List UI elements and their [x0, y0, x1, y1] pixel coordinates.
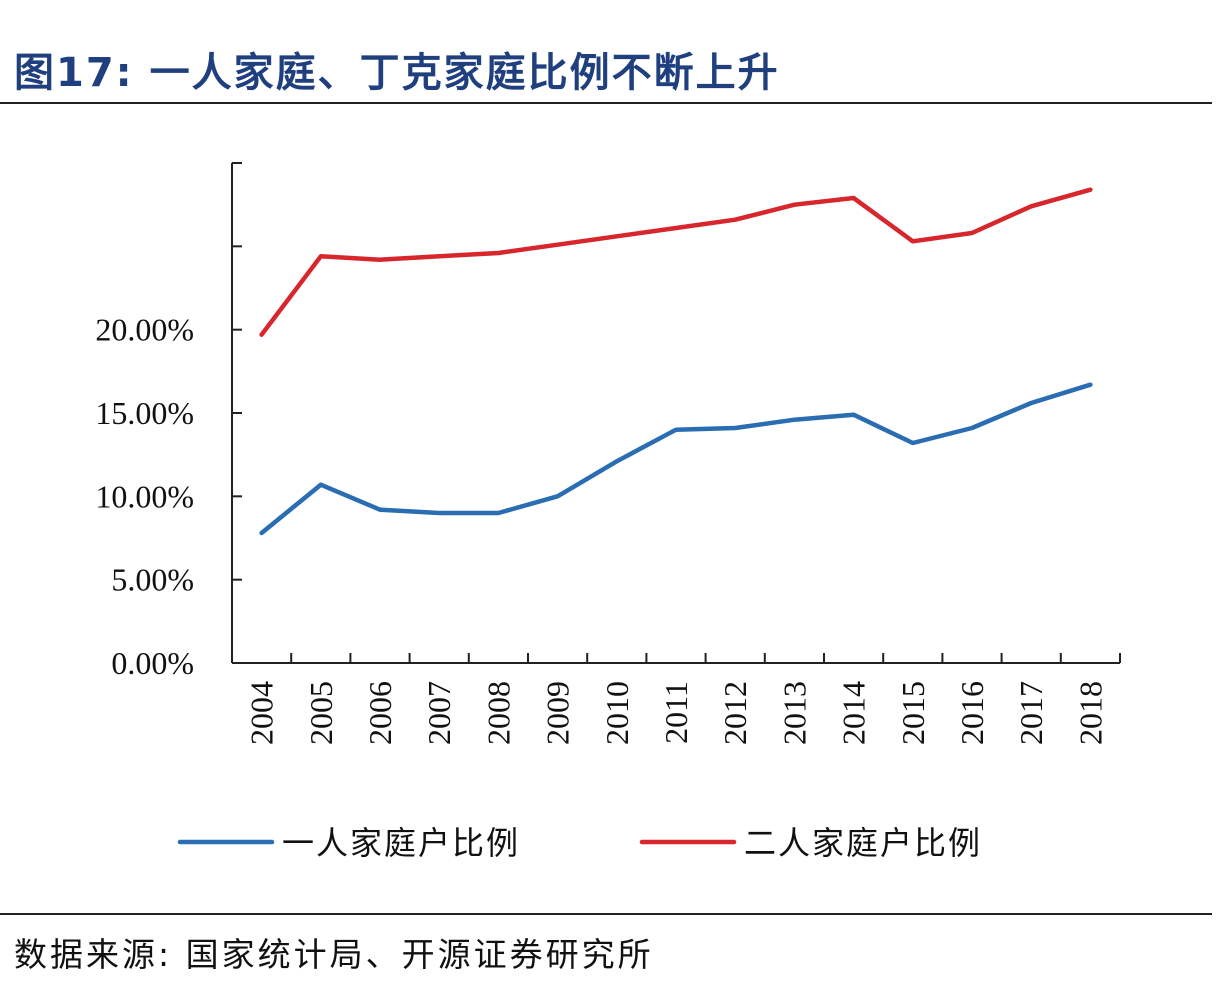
series-line-1 [259, 382, 1093, 536]
x-tick-label: 2007 [421, 681, 457, 745]
y-tick-label: 0.00% [111, 645, 194, 681]
x-tick-label: 2018 [1072, 681, 1108, 745]
bottom-rule [0, 913, 1212, 915]
source-note: 数据来源: 国家统计局、开源证券研究所 [14, 935, 654, 974]
x-tick-label: 2004 [244, 681, 280, 745]
x-tick-label: 2016 [954, 681, 990, 745]
x-tick-label: 2015 [895, 681, 931, 745]
y-tick-label: 15.00% [95, 395, 194, 431]
x-tick-label: 2014 [836, 681, 872, 745]
y-tick-label: 10.00% [95, 478, 194, 514]
series-line-2 [259, 187, 1093, 337]
x-tick-label: 2006 [362, 681, 398, 745]
x-tick-label: 2005 [303, 681, 339, 745]
top-rule [0, 102, 1212, 104]
x-tick-label: 2010 [599, 681, 635, 745]
x-tick-label: 2011 [658, 681, 694, 744]
x-tick-label: 2017 [1013, 681, 1049, 745]
chart-title: 图17: 一人家庭、丁克家庭比例不断上升 [14, 50, 780, 96]
x-tick-label: 2012 [717, 681, 753, 745]
y-tick-label: 20.00% [95, 312, 194, 348]
legend-label-1: 一人家庭户比例 [282, 824, 520, 862]
x-tick-label: 2013 [776, 681, 812, 745]
x-tick-label: 2009 [540, 681, 576, 745]
x-tick-label: 2008 [480, 681, 516, 745]
legend-label-2: 二人家庭户比例 [744, 824, 982, 862]
y-tick-label: 5.00% [111, 562, 194, 598]
